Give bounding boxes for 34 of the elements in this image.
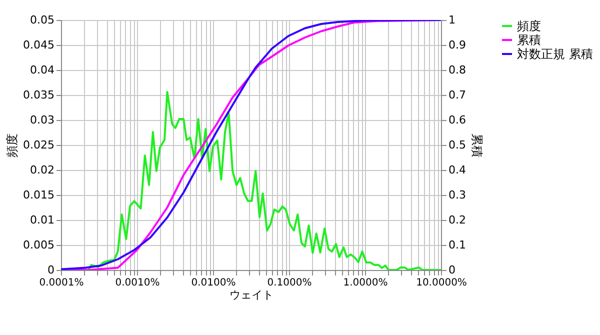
y2-tick-label: 1	[448, 14, 456, 26]
y2-tick-label: 0.6	[448, 114, 466, 126]
y-tick-label: 0	[48, 264, 54, 276]
y2-tick-label: 0.3	[448, 188, 466, 202]
y2-tick-label: 0.5	[448, 138, 466, 152]
y-tick-label: 0.025	[23, 138, 54, 152]
y-tick-label: 0.01	[30, 214, 54, 226]
y2-tick-label: 0	[448, 264, 456, 276]
legend-label: 対数正規 累積	[517, 47, 593, 61]
legend-label: 累積	[517, 33, 541, 47]
x-tick-label: 0.0100%	[191, 278, 236, 288]
y-tick-label: 0.05	[30, 14, 54, 26]
y2-tick-label: 0.9	[448, 38, 466, 52]
y-tick-label: 0.03	[30, 114, 54, 126]
x-tick-label: 1.0000%	[343, 278, 388, 288]
y-tick-label: 0.04	[30, 64, 54, 76]
y-tick-label: 0.015	[23, 188, 54, 202]
y-tick-label: 0.045	[23, 38, 54, 52]
y2-tick-label: 0.1	[448, 238, 466, 252]
y2-tick-label: 0.4	[448, 164, 466, 176]
y2-tick-label: 0.2	[448, 214, 466, 226]
legend-label: 頻度	[517, 19, 541, 33]
x-tick-label: 0.0001%	[39, 278, 84, 288]
y2-tick-label: 0.7	[448, 88, 466, 102]
y2-tick-label: 0.8	[448, 64, 466, 76]
y-tick-label: 0.02	[30, 164, 54, 176]
x-tick-label: 0.1000%	[267, 278, 312, 288]
y-axis-title: 頻度	[5, 134, 20, 158]
x-tick-label: 10.0000%	[416, 278, 467, 288]
x-axis-title: ウェイト	[230, 288, 274, 302]
y2-axis-title: 累積	[470, 134, 484, 158]
y-tick-label: 0.035	[23, 88, 54, 102]
x-tick-label: 0.0010%	[115, 278, 160, 288]
y-tick-label: 0.005	[23, 238, 54, 252]
